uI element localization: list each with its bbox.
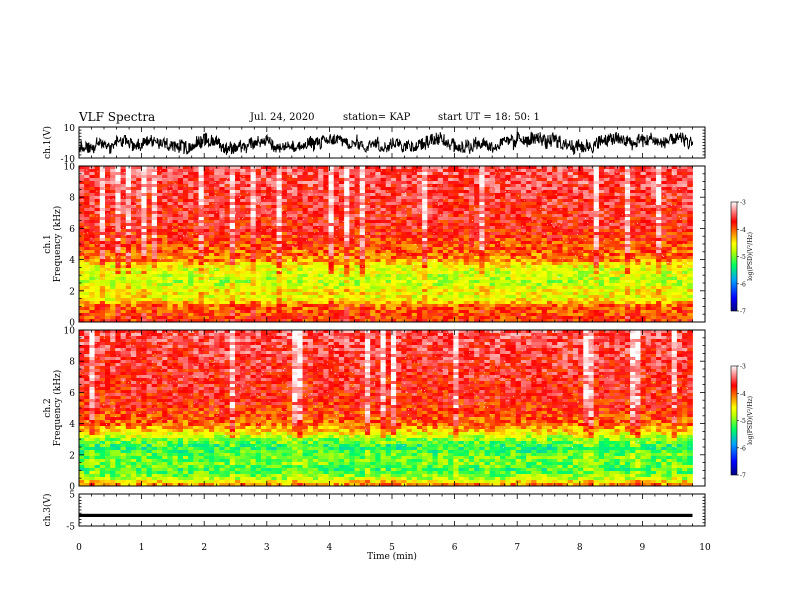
colorbar-tick-ch1-spectrogram--7: -7 [740, 309, 746, 316]
figure-title: VLF Spectra [79, 110, 156, 124]
ylabel-ch3-waveform: ch.3(V) [42, 494, 53, 527]
ytick-label-ch1-spectrogram-0: 0 [69, 319, 75, 329]
xtick-label-1: 1 [139, 543, 145, 553]
ylabel-ch1-spectrogram-line1: ch.1 [43, 234, 53, 253]
colorbar-ch1-spectrogram [730, 201, 738, 312]
ytick-label-ch1-waveform-10: 10 [64, 124, 76, 134]
xtick-label-5: 5 [389, 543, 395, 553]
colorbar-label-ch1-spectrogram: log(PSD)(V²/Hz) [747, 232, 754, 281]
waveform-ch3 [79, 513, 693, 517]
ytick-label-ch2-spectrogram-10: 10 [64, 327, 76, 337]
xtick-label-6: 6 [452, 543, 458, 553]
ytick-label-ch2-spectrogram-8: 8 [69, 358, 75, 368]
colorbar-label-ch2-spectrogram: log(PSD)(V²/Hz) [747, 396, 754, 445]
xtick-label-7: 7 [514, 543, 520, 553]
start-time-label: start UT = 18: 50: 1 [438, 112, 540, 123]
colorbar-tick-ch2-spectrogram--3: -3 [740, 364, 746, 371]
xaxis-label: Time (min) [367, 551, 417, 562]
colorbar-tick-ch1-spectrogram--5: -5 [740, 254, 746, 261]
xtick-label-4: 4 [327, 543, 333, 553]
xtick-label-2: 2 [201, 543, 207, 553]
ylabel-ch1-waveform: ch.1(V) [42, 126, 53, 159]
ylabel-ch1-spectrogram-line2: Frequency (kHz) [52, 206, 63, 283]
ytick-label-ch2-spectrogram-2: 2 [69, 451, 75, 461]
ytick-label-ch1-spectrogram-8: 8 [69, 194, 75, 204]
spectrogram-ch1-spectrogram [79, 166, 694, 323]
colorbar-tick-ch2-spectrogram--4: -4 [740, 391, 746, 398]
xtick-label-3: 3 [264, 543, 270, 553]
ytick-label-ch1-spectrogram-4: 4 [69, 256, 75, 266]
colorbar-tick-ch1-spectrogram--4: -4 [740, 227, 746, 234]
colorbar-tick-ch1-spectrogram--3: -3 [740, 200, 746, 207]
ytick-label-ch2-spectrogram-6: 6 [69, 389, 75, 399]
ytick-label-ch2-spectrogram-0: 0 [69, 483, 75, 493]
xtick-label-8: 8 [577, 543, 583, 553]
xtick-label-0: 0 [76, 543, 82, 553]
ytick-label-ch3-waveform-5: 5 [69, 491, 75, 501]
ytick-label-ch3-waveform--5: -5 [66, 523, 75, 533]
ytick-label-ch2-spectrogram-4: 4 [69, 420, 75, 430]
xtick-label-10: 10 [699, 543, 711, 553]
colorbar-tick-ch2-spectrogram--6: -6 [740, 445, 746, 452]
ylabel-ch2-spectrogram-line1: ch.2 [43, 398, 53, 417]
colorbar-tick-ch2-spectrogram--7: -7 [740, 473, 746, 480]
colorbar-tick-ch1-spectrogram--6: -6 [740, 281, 746, 288]
ytick-label-ch1-spectrogram-6: 6 [69, 225, 75, 235]
spectrogram-ch2-spectrogram [79, 330, 694, 487]
colorbar-tick-ch2-spectrogram--5: -5 [740, 418, 746, 425]
station-label: station= KAP [343, 112, 411, 123]
xtick-label-9: 9 [640, 543, 646, 553]
ytick-label-ch1-spectrogram-2: 2 [69, 287, 75, 297]
date-label: Jul. 24, 2020 [250, 112, 315, 123]
ytick-label-ch1-spectrogram-10: 10 [64, 163, 76, 173]
ytick-label-ch1-waveform--10: -10 [61, 155, 76, 165]
waveform-ch1 [78, 131, 693, 156]
ylabel-ch2-spectrogram-line2: Frequency (kHz) [52, 370, 63, 447]
colorbar-ch2-spectrogram [730, 365, 738, 476]
